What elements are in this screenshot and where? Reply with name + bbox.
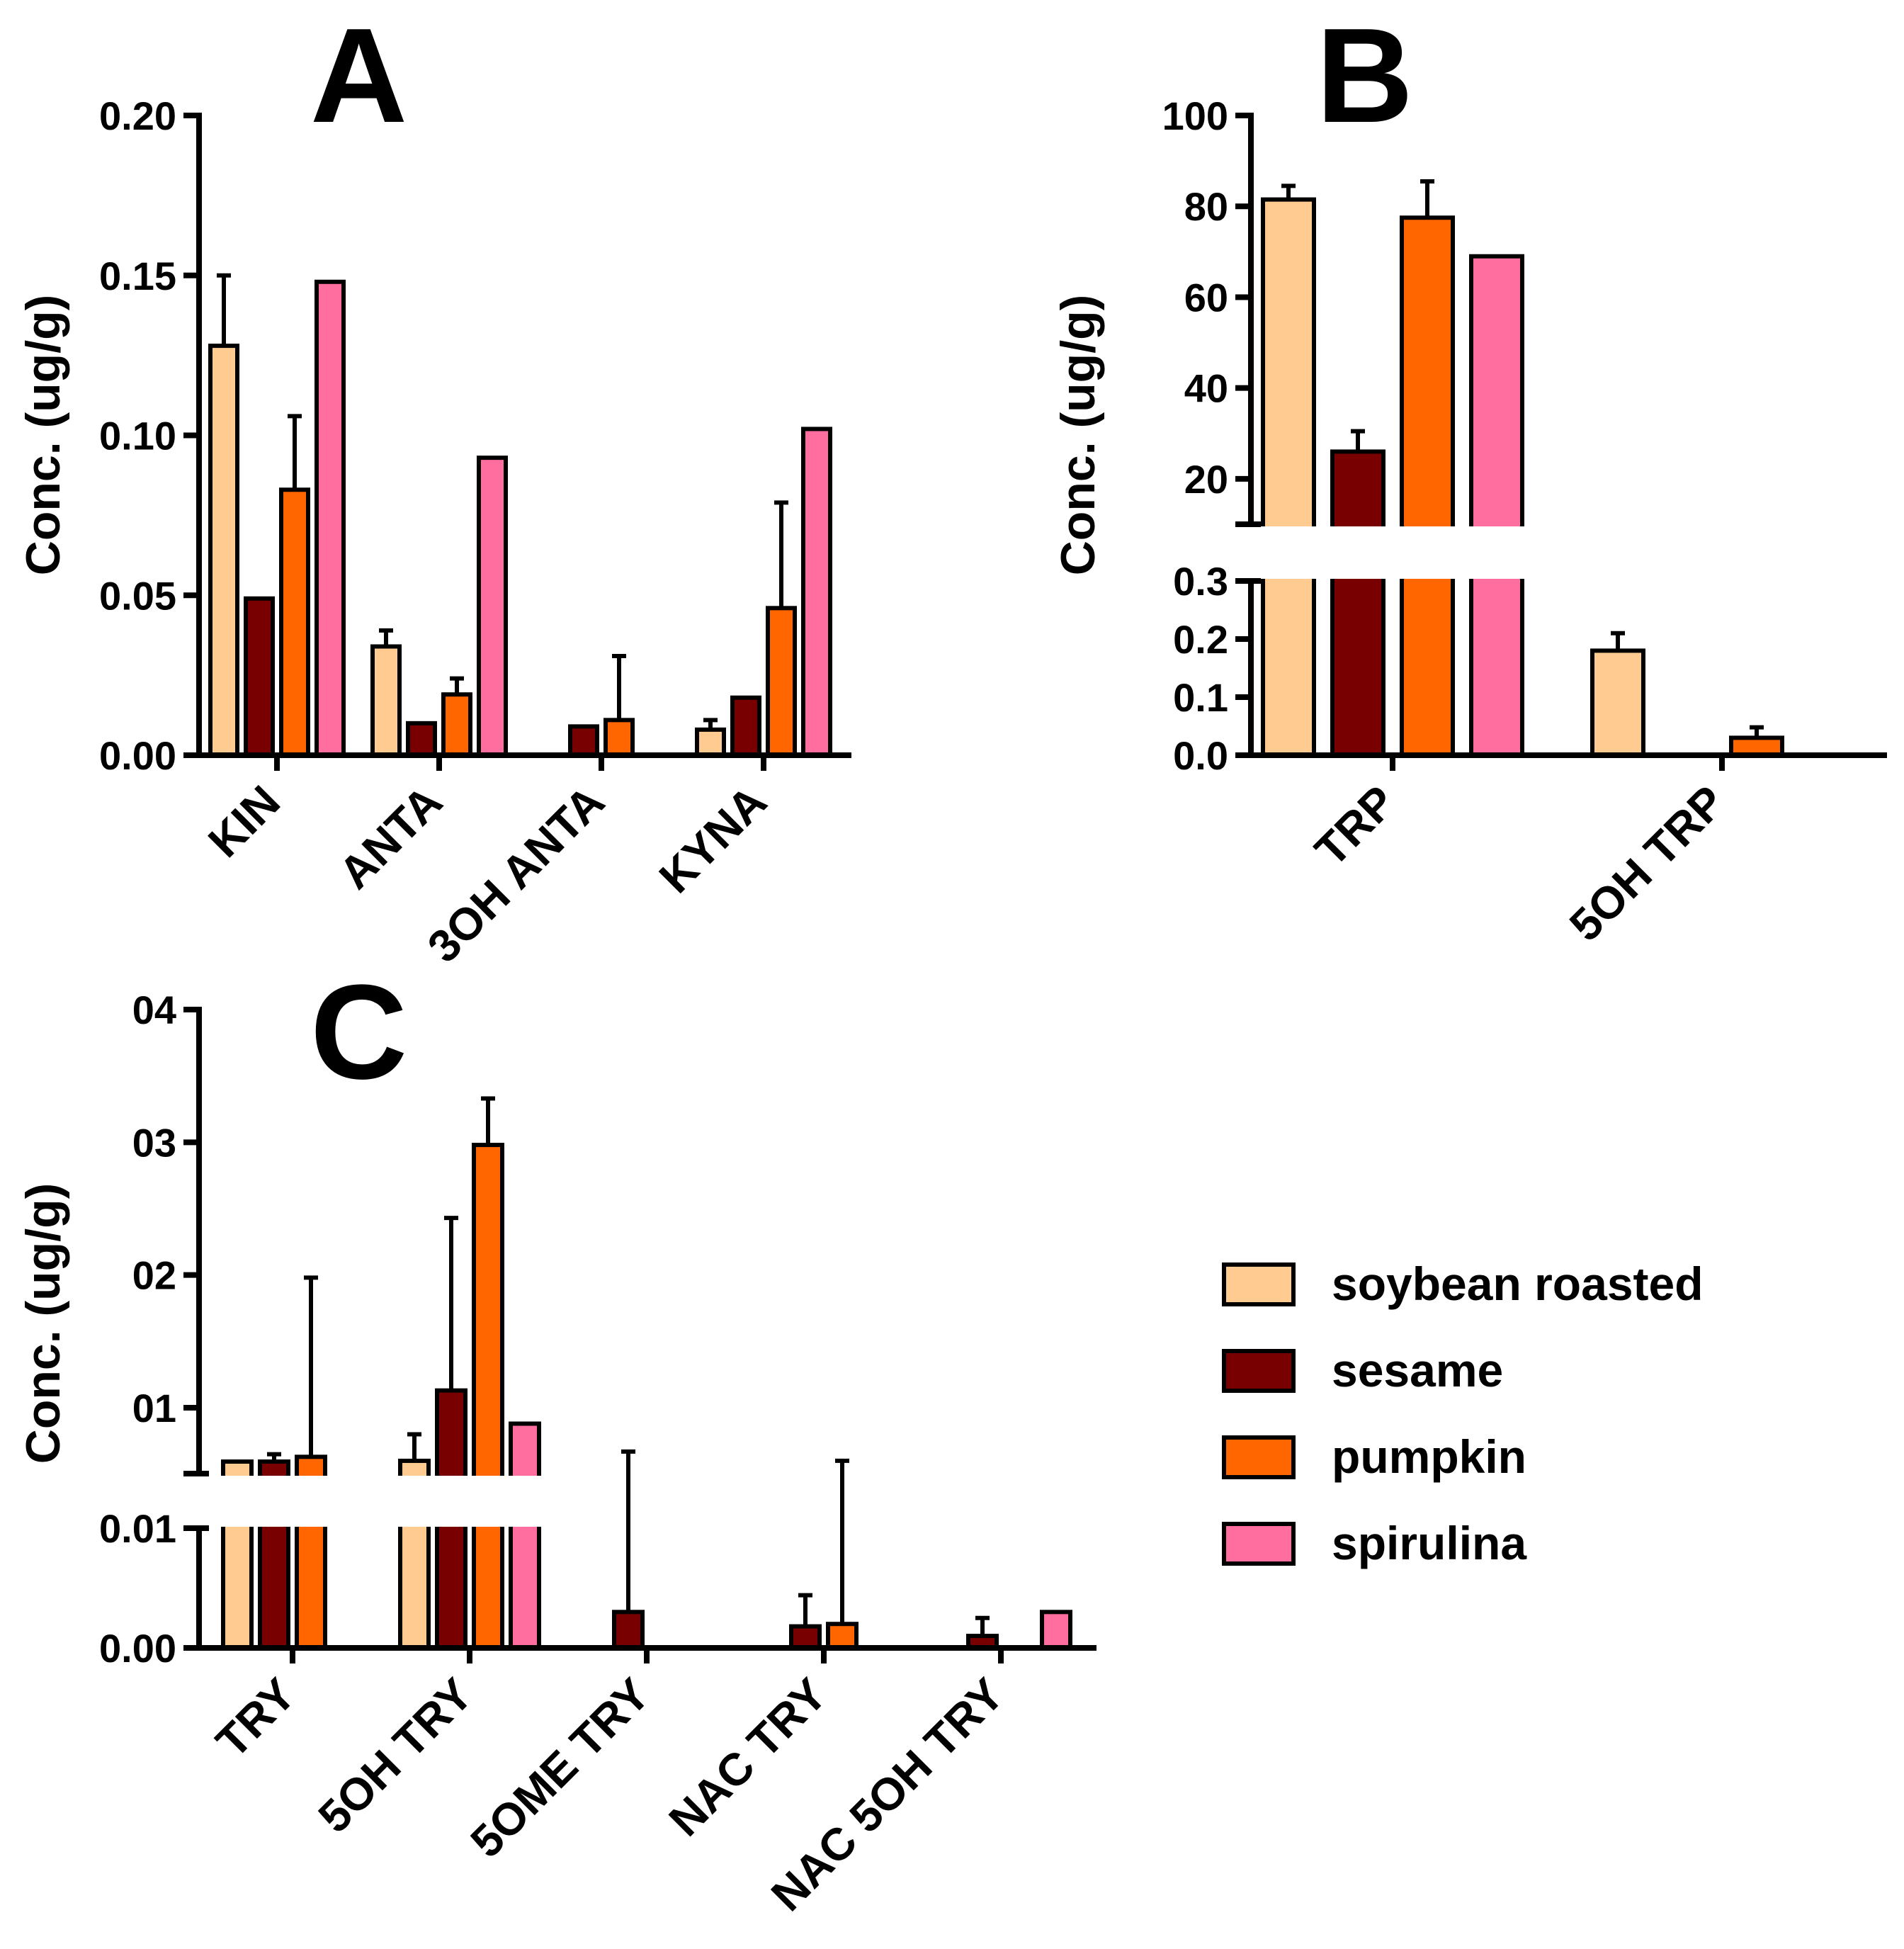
y-tick-label-b-6: 60 xyxy=(1184,275,1228,320)
y-tick-label-b-5: 40 xyxy=(1184,366,1228,411)
y-tick-label-c-2: 01 xyxy=(132,1386,176,1430)
x-tick-label-a-3: KYNA xyxy=(650,776,776,903)
y-axis-title-a: Conc. (ug/g) xyxy=(16,295,70,576)
y-tick-label-a-1: 0.05 xyxy=(99,573,176,618)
x-tick-label-a-1: ANTA xyxy=(329,776,452,898)
bar-a-3-1 xyxy=(730,695,761,757)
x-tick-label-c-3: NAC TRY xyxy=(659,1668,837,1846)
y-tick-label-a-3: 0.15 xyxy=(99,254,176,298)
bar-a-0-3 xyxy=(314,279,346,757)
bar-c-3-2 xyxy=(826,1622,858,1650)
x-tick-label-b-1: 5OH TRP xyxy=(1560,776,1735,951)
bar-a-3-0 xyxy=(695,727,726,758)
y-tick-label-c-5: 04 xyxy=(132,988,176,1032)
bar-c-3-1 xyxy=(789,1624,822,1651)
bar-b-0-3 xyxy=(1469,254,1524,757)
y-tick-label-b-4: 20 xyxy=(1184,457,1228,502)
legend-swatch-0 xyxy=(1222,1262,1296,1306)
y-tick-label-c-3: 02 xyxy=(132,1253,176,1298)
legend: soybean roasted sesame pumpkin spirulina xyxy=(1222,1258,1704,1569)
panel-label-c: C xyxy=(310,957,407,1107)
bar-a-2-2 xyxy=(604,718,635,758)
panel-b: 0.0 0.1 0.2 0.3 20 40 60 80 100 TRP 5OH TRP Conc. (… xyxy=(1051,94,1887,951)
bar-b-1-0 xyxy=(1590,648,1645,758)
bar-b-0-1 xyxy=(1330,449,1386,758)
x-tick-label-a-0: KIN xyxy=(198,776,290,867)
x-tick-label-a-2: 3OH ANTA xyxy=(418,776,614,972)
x-tick-label-c-1: 5OH TRY xyxy=(309,1668,482,1842)
bar-c-4-3 xyxy=(1040,1610,1072,1651)
bar-a-0-0 xyxy=(208,344,239,757)
y-tick-label-b-0: 0.0 xyxy=(1173,733,1228,778)
y-tick-label-c-0: 0.00 xyxy=(99,1626,176,1671)
bar-a-0-1 xyxy=(244,596,275,758)
legend-label-2: pumpkin xyxy=(1332,1430,1526,1483)
panel-label-a: A xyxy=(310,1,407,151)
x-tick-label-b-0: TRP xyxy=(1305,776,1405,876)
bar-a-2-1 xyxy=(568,724,599,757)
y-tick-label-a-2: 0.10 xyxy=(99,414,176,458)
y-tick-label-b-2: 0.2 xyxy=(1173,617,1228,662)
bar-c-1-2 xyxy=(472,1143,504,1650)
x-tick-label-c-2: 5OME TRY xyxy=(460,1668,659,1868)
bar-b-0-0 xyxy=(1261,197,1316,758)
legend-swatch-3 xyxy=(1222,1522,1296,1566)
y-tick-label-c-4: 03 xyxy=(132,1120,176,1165)
y-tick-label-b-8: 100 xyxy=(1162,94,1228,138)
bar-c-2-1 xyxy=(612,1610,645,1651)
y-tick-label-b-7: 80 xyxy=(1184,184,1228,229)
panel-label-b: B xyxy=(1316,1,1413,151)
y-axis-title-b: Conc. (ug/g) xyxy=(1051,295,1105,576)
y-axis-title-c: Conc. (ug/g) xyxy=(16,1183,70,1464)
bar-a-0-2 xyxy=(279,487,310,757)
bar-a-3-2 xyxy=(766,606,797,757)
bar-a-1-1 xyxy=(406,721,437,757)
legend-label-0: soybean roasted xyxy=(1332,1258,1704,1310)
bar-c-1-3 xyxy=(509,1421,541,1650)
x-tick-label-c-0: TRY xyxy=(206,1668,305,1768)
bar-a-1-2 xyxy=(441,692,472,758)
legend-swatch-2 xyxy=(1222,1435,1296,1479)
bar-a-1-0 xyxy=(370,644,402,757)
bar-a-3-3 xyxy=(801,426,832,757)
bar-a-1-3 xyxy=(477,456,508,757)
bar-b-0-2 xyxy=(1400,215,1455,757)
legend-label-3: spirulina xyxy=(1332,1517,1527,1569)
y-tick-label-a-0: 0.00 xyxy=(99,733,176,778)
y-tick-label-b-1: 0.1 xyxy=(1173,675,1228,720)
y-tick-label-c-1: 0.01 xyxy=(99,1506,176,1551)
y-tick-label-b-3: 0.3 xyxy=(1173,559,1228,604)
legend-label-1: sesame xyxy=(1332,1344,1503,1396)
y-tick-label-a-4: 0.20 xyxy=(99,94,176,138)
legend-swatch-1 xyxy=(1222,1349,1296,1393)
